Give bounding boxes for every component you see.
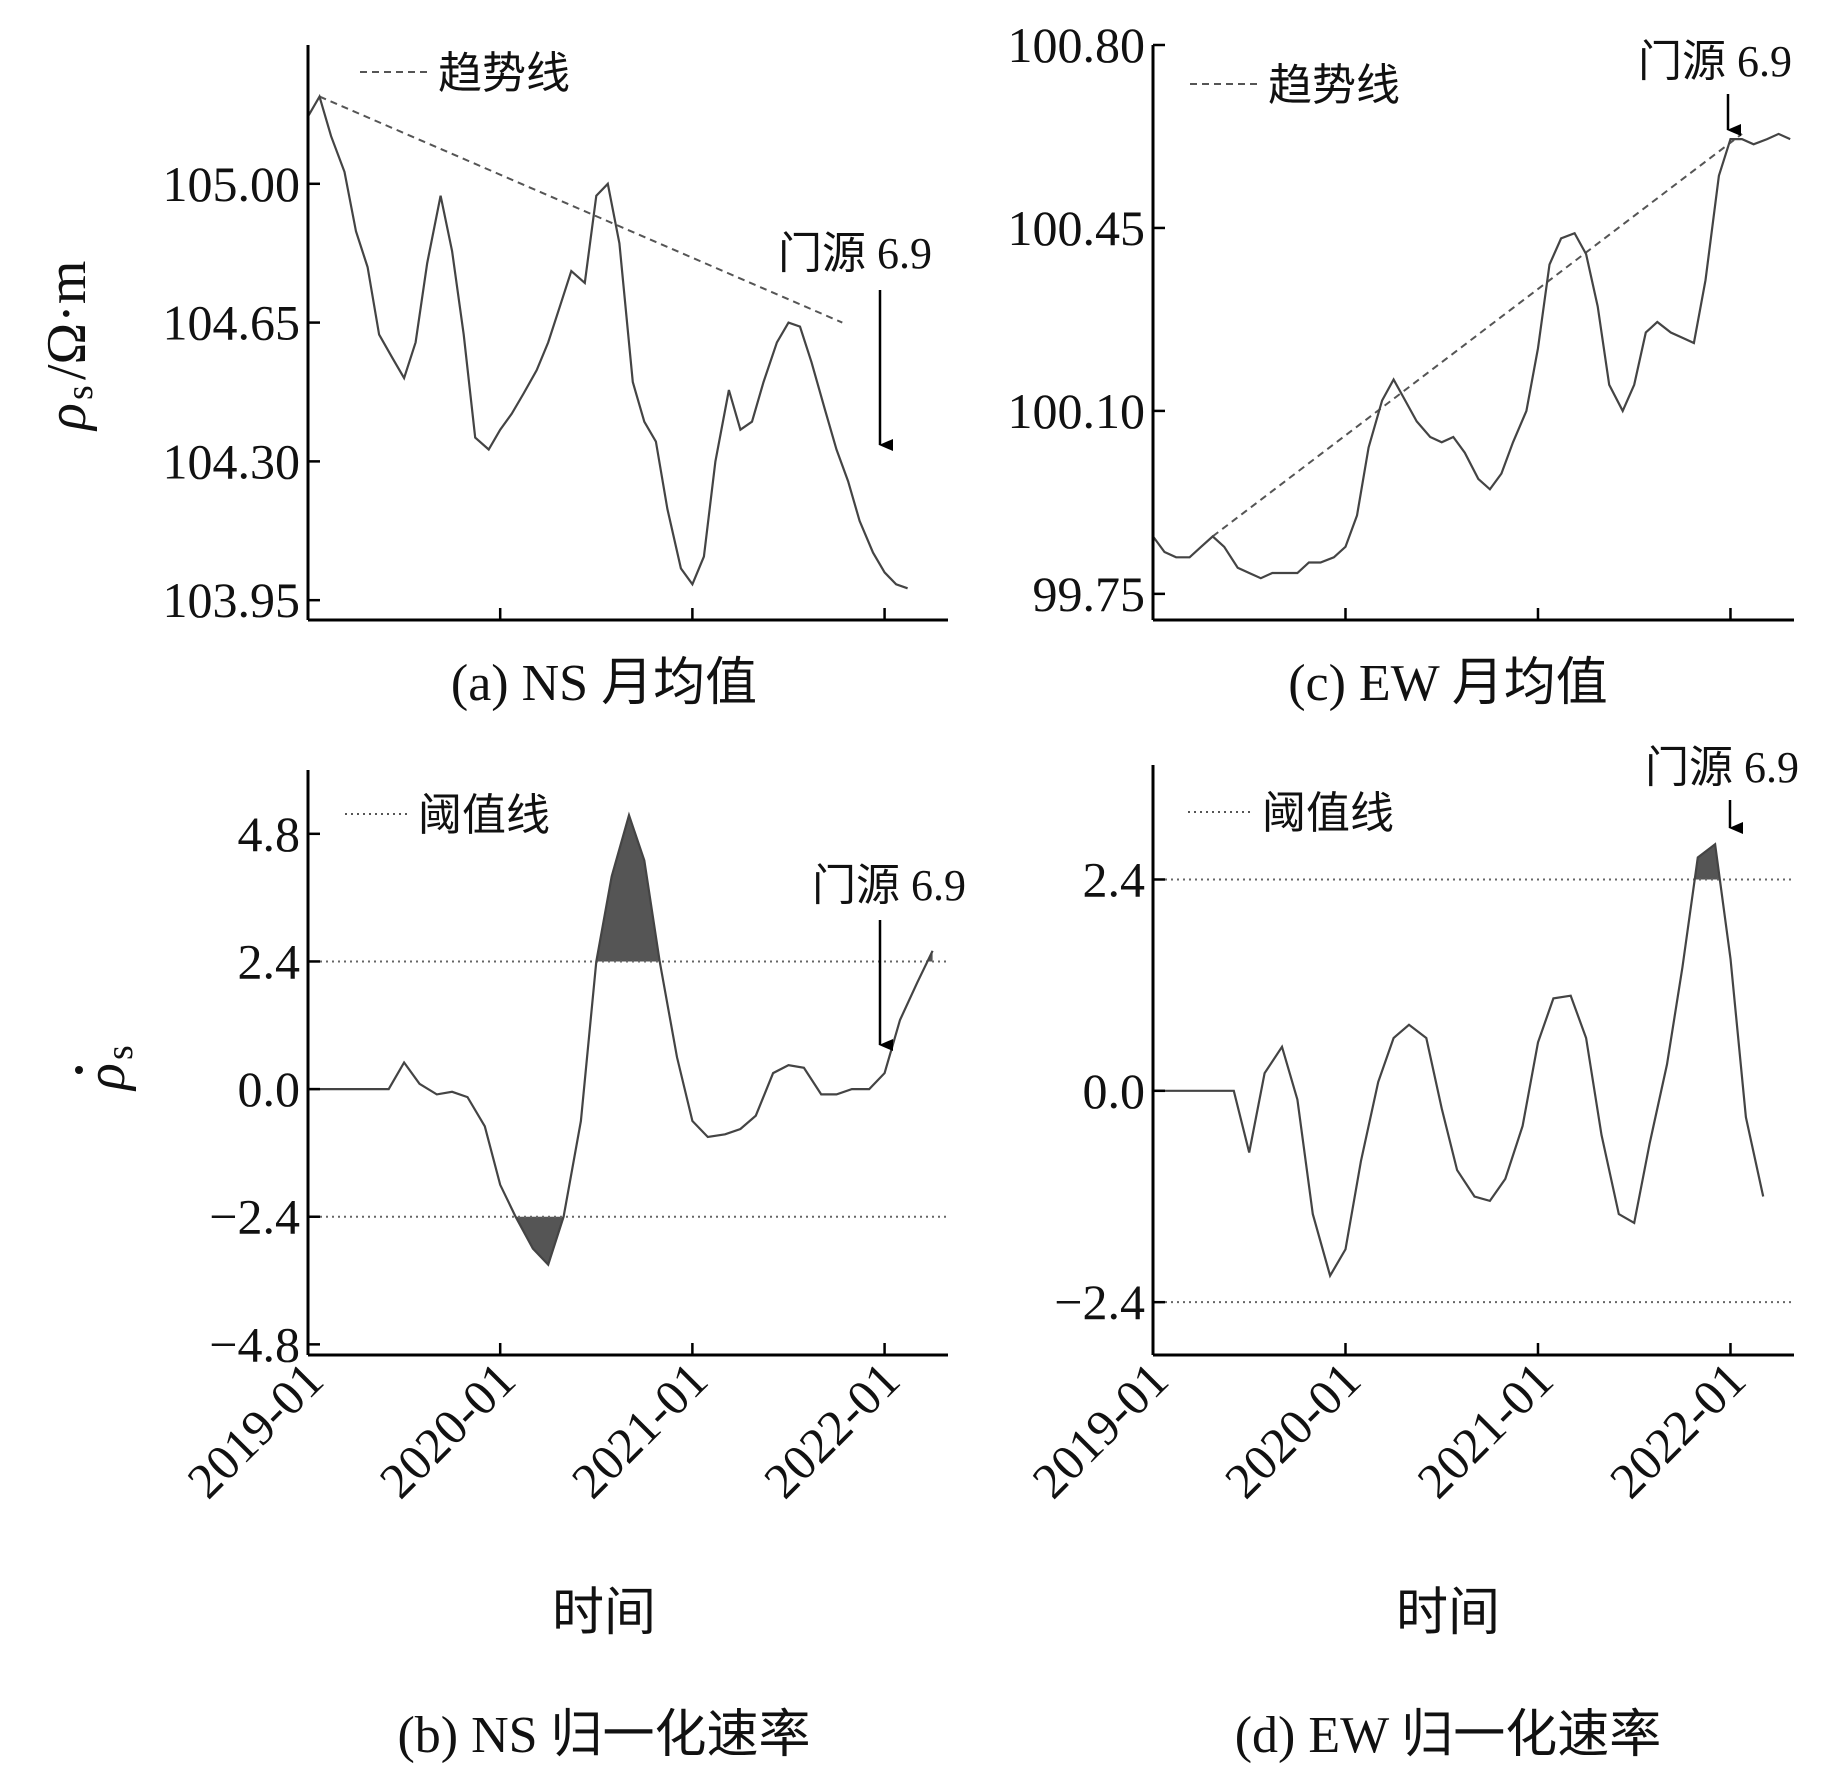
panel-b-ylabel-sub: s <box>99 1045 141 1060</box>
panel-b-y-tick-label: −4.8 <box>209 1316 300 1372</box>
panel-b-ylabel-dot <box>75 1066 83 1074</box>
panel-b-x-tick-label: 2020-01 <box>369 1351 526 1508</box>
panel-a-ylabel-unit: /Ω·m <box>36 261 98 380</box>
panel-d-shading <box>1153 844 1764 880</box>
panel-a-y-tick-label: 104.65 <box>163 295 301 351</box>
panel-a-series-line <box>307 93 908 590</box>
panel-b-x-tick-label: 2022-01 <box>753 1351 910 1508</box>
panel-b-y-axis: −4.8 −2.4 0.0 2.4 4.8 <box>209 770 320 1372</box>
panel-d-caption: (d) EW 归一化速率 <box>1235 1707 1662 1764</box>
panel-b-ylabel-main: ρ <box>75 1063 137 1092</box>
panel-d-x-tick-label: 2019-01 <box>1021 1351 1178 1508</box>
panel-b-y-tick-label: 0.0 <box>238 1061 301 1117</box>
panel-b-thresholds <box>308 960 948 1218</box>
panel-b-x-tick-label: 2019-01 <box>176 1351 333 1508</box>
panel-c-legend-label: 趋势线 <box>1268 61 1400 110</box>
panel-a-ylabel-sub: s <box>59 385 101 400</box>
panel-c-annotation: 门源 6.9 <box>1638 37 1792 86</box>
panel-b-y-tick-label: −2.4 <box>209 1189 300 1245</box>
panel-d-y-tick-label: 2.4 <box>1083 851 1146 907</box>
panel-a-y-tick-label: 105.00 <box>163 156 301 212</box>
panel-b-exceed-area-0 <box>308 815 933 962</box>
panel-d-x-tick-label: 2021-01 <box>1406 1351 1563 1508</box>
panel-b-xlabel: 时间 <box>552 1585 656 1642</box>
panel-a-legend-label: 趋势线 <box>438 49 570 98</box>
panel-a-y-tick-label: 104.30 <box>163 433 301 489</box>
panel-a-annotation: 门源 6.9 <box>778 229 932 278</box>
panel-a: 103.95 104.30 104.65 105.00 趋势线 ρ s /Ω·m 门源… <box>36 45 948 712</box>
panel-b-y-tick-label: 2.4 <box>238 933 301 989</box>
panel-d-x-tick-label: 2020-01 <box>1214 1351 1371 1508</box>
panel-a-x-axis <box>306 608 948 622</box>
panel-d-xlabel: 时间 <box>1396 1585 1500 1642</box>
panel-d: 2019-01 2020-01 2021-01 2022-01 −2.40.02.4 … <box>1021 743 1799 1764</box>
panel-b-x-tick-label: 2021-01 <box>561 1351 718 1508</box>
panel-b-legend-label: 阈值线 <box>418 791 550 840</box>
panel-a-ylabel-main: ρ <box>36 403 98 432</box>
panel-b-shading <box>308 815 933 1265</box>
panel-d-y-tick-label: 0.0 <box>1083 1063 1146 1119</box>
panel-c-trend-line <box>1212 133 1743 538</box>
panel-b-caption: (b) NS 归一化速率 <box>397 1707 810 1764</box>
panel-b: 2019-01 2020-01 2021-01 2022-01 −4.8 −2.4 0.0… <box>75 770 966 1764</box>
panel-d-x-tick-label: 2022-01 <box>1599 1351 1756 1508</box>
panel-c-y-tick-label: 100.10 <box>1008 383 1146 439</box>
panel-c-caption: (c) EW 月均值 <box>1288 655 1608 712</box>
panel-d-legend-label: 阈值线 <box>1262 789 1394 838</box>
panel-c-y-tick-label: 100.45 <box>1008 200 1146 256</box>
panel-c: 99.75 100.10 100.45 100.80 趋势线 门源 6.9 (c) E… <box>1008 17 1794 712</box>
panel-b-y-tick-label: 4.8 <box>238 806 301 862</box>
panel-c-x-axis <box>1151 608 1794 622</box>
panel-b-series-line <box>308 811 934 1267</box>
panel-a-y-tick-label: 103.95 <box>163 572 301 628</box>
panel-d-y-axis: −2.4 0.0 2.4 <box>1054 765 1165 1355</box>
panel-d-annotation: 门源 6.9 <box>1645 743 1799 792</box>
panel-a-y-axis: 103.95 104.30 104.65 105.00 <box>163 45 320 628</box>
panel-c-y-axis: 99.75 100.10 100.45 100.80 <box>1008 17 1165 622</box>
panel-d-x-axis: 2019-01 2020-01 2021-01 2022-01 <box>1021 1343 1794 1509</box>
panel-a-trend-line <box>319 95 843 324</box>
panel-d-thresholds <box>1153 878 1794 1304</box>
panel-c-y-tick-label: 100.80 <box>1008 17 1146 73</box>
panel-d-exceed-area-0 <box>1153 844 1764 880</box>
panel-d-series-line <box>1153 842 1765 1279</box>
panel-c-y-tick-label: 99.75 <box>1033 566 1146 622</box>
panel-d-y-tick-label: −2.4 <box>1054 1274 1145 1330</box>
panel-b-exceed-area-1 <box>308 1216 933 1265</box>
panel-c-series-line <box>1152 132 1791 580</box>
panel-a-caption: (a) NS 月均值 <box>451 655 757 712</box>
panel-b-annotation: 门源 6.9 <box>812 861 966 910</box>
